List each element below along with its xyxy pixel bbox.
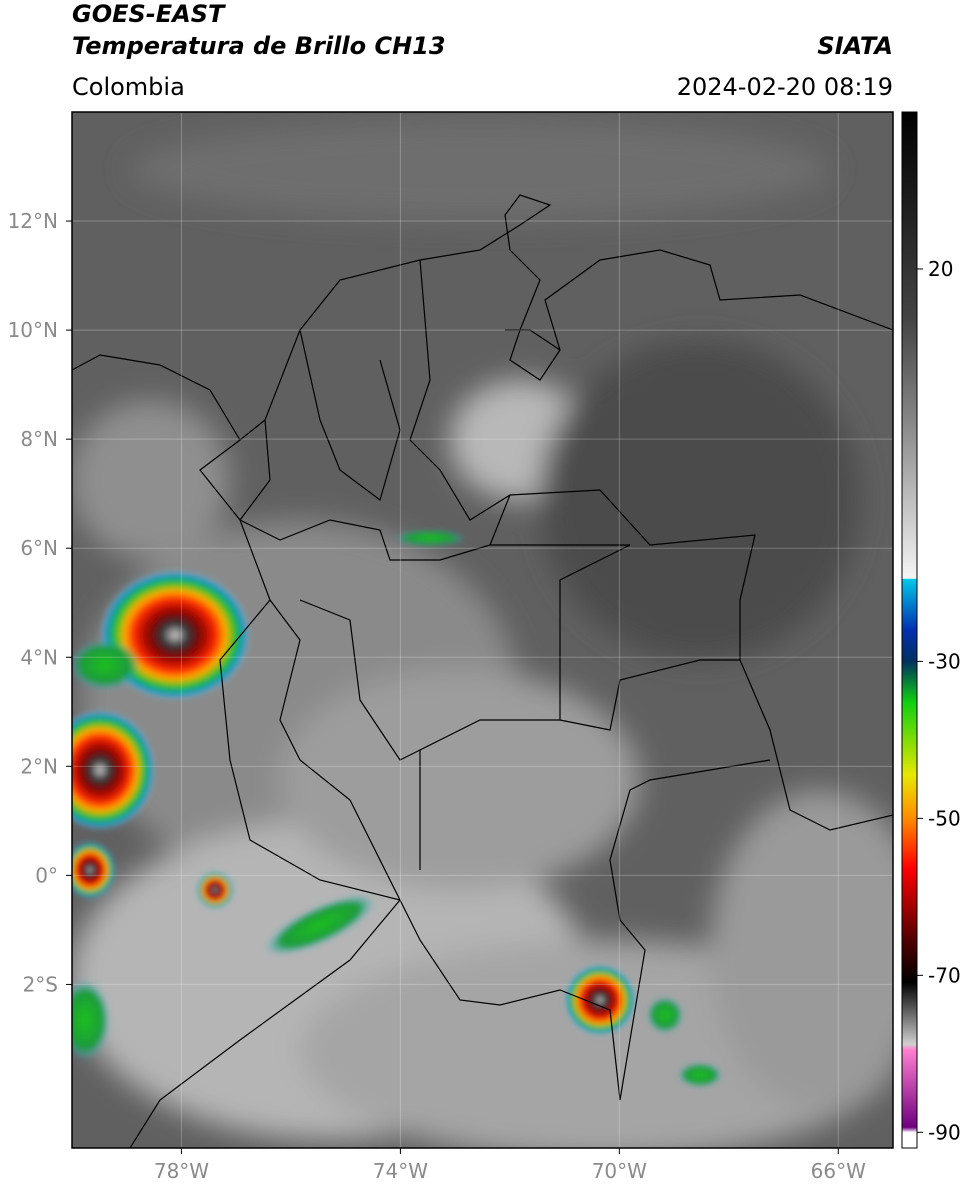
lat-tick-label: 4°N xyxy=(20,645,58,669)
lat-tick-label: 10°N xyxy=(8,318,58,342)
grid xyxy=(72,112,893,1148)
map-frame xyxy=(71,111,894,1149)
product-title: Temperatura de Brillo CH13 xyxy=(72,32,446,60)
lat-tick-label: 12°N xyxy=(8,209,58,233)
lon-tick-label: 74°W xyxy=(373,1159,428,1183)
lon-tick-label: 70°W xyxy=(592,1159,647,1183)
colorbar xyxy=(901,111,918,1149)
datetime-label: 2024-02-20 08:19 xyxy=(677,73,893,101)
lat-tick-label: 2°S xyxy=(23,972,58,996)
source-label: SIATA xyxy=(817,32,893,60)
satellite-image xyxy=(72,112,893,1148)
lon-tick-label: 66°W xyxy=(811,1159,866,1183)
lat-tick-label: 2°N xyxy=(20,754,58,778)
colorbar-tick-label: -30 xyxy=(928,649,961,673)
colorbar-tick-label: -50 xyxy=(928,806,961,830)
lat-tick-label: 6°N xyxy=(20,536,58,560)
colorbar-tick-label: -70 xyxy=(928,963,961,987)
colorbar-tick-label: -90 xyxy=(928,1120,961,1144)
lat-tick-label: 8°N xyxy=(20,427,58,451)
lat-tick-label: 0° xyxy=(35,863,58,887)
colorbar-tick-label: 20 xyxy=(928,257,953,281)
borders xyxy=(72,194,893,1148)
region-label: Colombia xyxy=(72,73,185,101)
satellite-title: GOES-EAST xyxy=(72,0,226,28)
lon-tick-label: 78°W xyxy=(154,1159,209,1183)
